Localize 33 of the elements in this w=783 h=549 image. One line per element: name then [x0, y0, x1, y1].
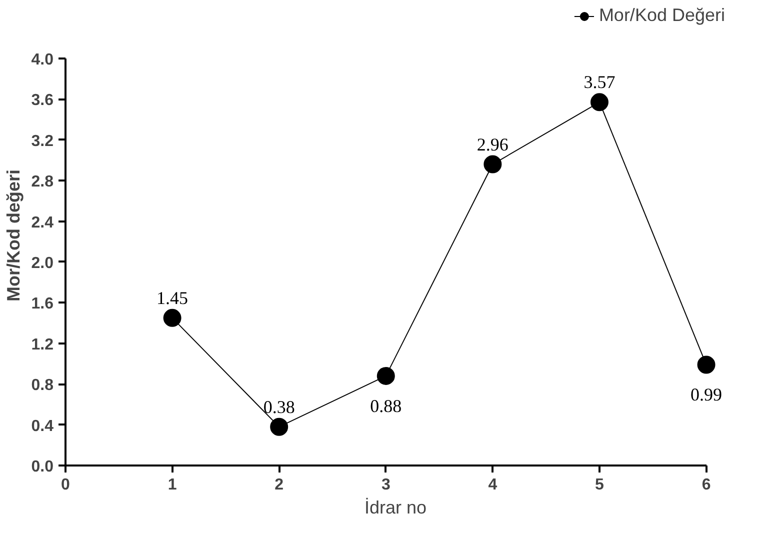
data-label: 3.57: [584, 72, 616, 92]
y-tick-label: 1.6: [31, 296, 54, 313]
point: [163, 308, 182, 327]
data-label: 0.88: [370, 396, 402, 416]
y-tick-label: 2.0: [31, 254, 54, 272]
x-axis-title: İdrar no: [364, 498, 427, 518]
x-tick-label: 6: [702, 476, 711, 494]
data-label: 1.45: [156, 288, 188, 308]
y-tick-label: 2.4: [31, 214, 54, 232]
y-tick-label: 4.0: [31, 51, 54, 68]
y-tick-label: 0.0: [31, 458, 54, 476]
y-tick-label: 1.2: [31, 336, 54, 354]
point: [270, 418, 288, 436]
y-tick-label: 2.8: [31, 174, 54, 191]
x-tick-label: 5: [595, 476, 604, 494]
y-tick-label: 3.2: [31, 132, 54, 150]
x-tick-label: 1: [168, 476, 177, 494]
legend-label: Mor/Kod Değeri: [598, 5, 725, 26]
y-tick-label: 0.8: [31, 377, 54, 394]
x-tick-label: 0: [61, 476, 70, 494]
point: [484, 155, 502, 174]
point: [376, 366, 395, 385]
x-tick-label: 4: [488, 476, 498, 494]
data-label: 0.38: [263, 396, 295, 417]
y-tick-label: 3.6: [31, 92, 54, 110]
y-tick-label: 0.4: [31, 418, 54, 435]
x-tick-label: 3: [381, 476, 390, 494]
point: [590, 93, 608, 112]
data-label: 0.99: [690, 384, 722, 405]
data-label: 2.96: [476, 134, 508, 154]
point: [697, 356, 716, 374]
x-tick-label: 2: [274, 476, 284, 494]
y-axis-title: Mor/Kod değeri: [3, 169, 24, 302]
